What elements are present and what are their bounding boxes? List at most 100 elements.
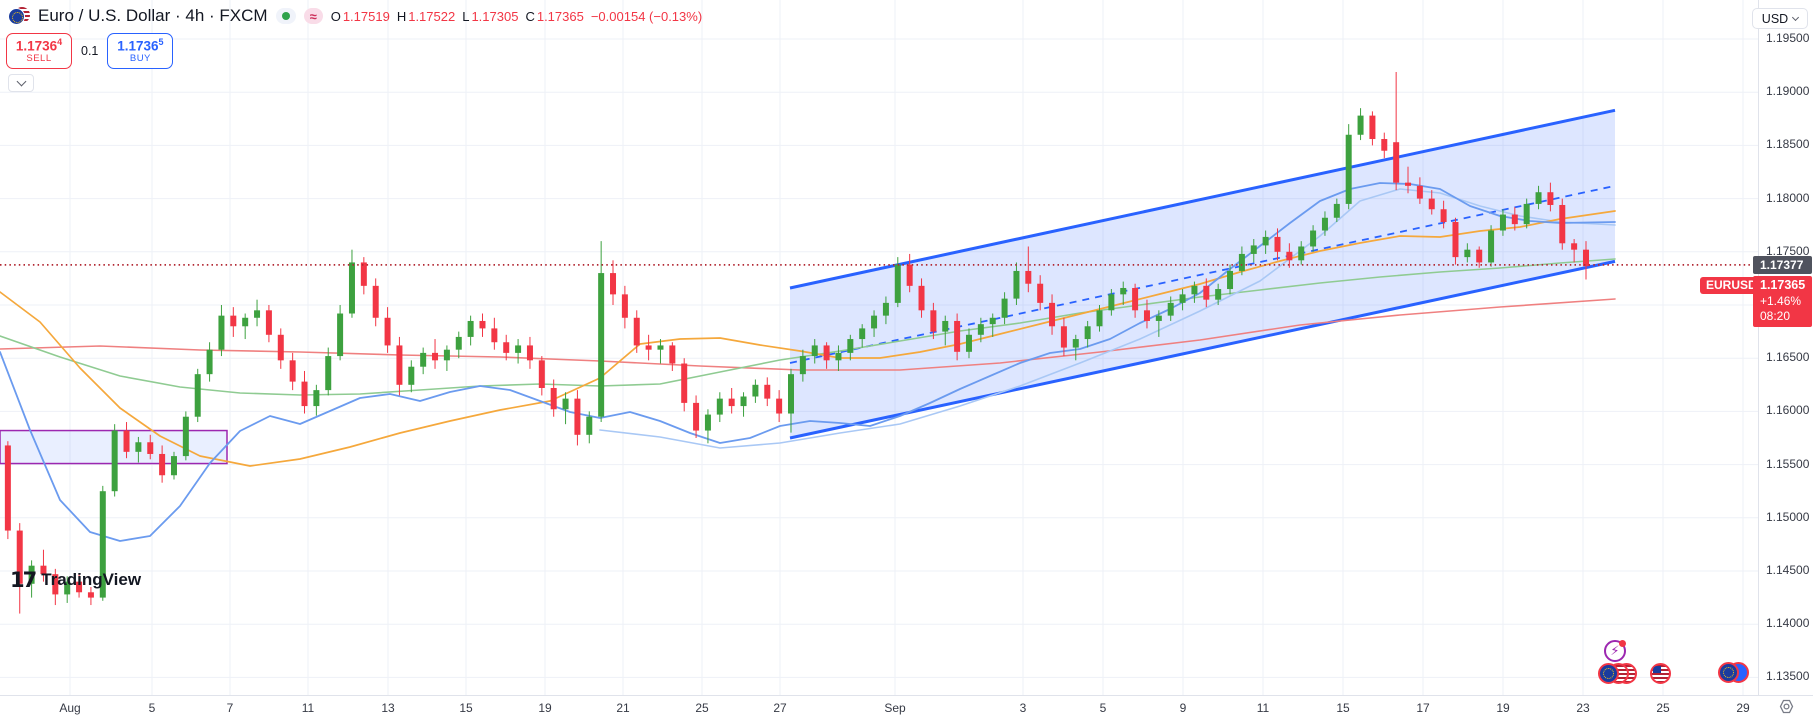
hline-price-label[interactable]: 1.17377 [1753,255,1812,274]
us-flag-icon[interactable] [1650,663,1671,684]
candle [526,345,533,361]
eu-flag-icon[interactable] [1598,663,1619,684]
candle [1583,249,1589,267]
candle [716,398,723,415]
time-tick-label: 29 [1736,701,1750,715]
candle [1120,287,1127,295]
candle [1345,134,1352,204]
candle [503,342,510,353]
sell-label: SELL [26,52,52,64]
last-change-pct: +1.46% [1760,293,1802,308]
candle [704,414,711,431]
price-axis[interactable]: 1.195001.190001.185001.180001.175001.170… [1758,0,1813,695]
time-tick-label: 3 [1019,701,1027,715]
candle [64,581,71,595]
ma-green [0,258,1616,396]
candle [1179,294,1186,303]
candle [325,356,332,391]
delayed-data-badge[interactable]: ≈ [303,8,323,24]
open-value: 1.17519 [342,8,390,24]
candle [1262,236,1269,246]
tradingview-logo-icon: 17 [10,568,37,592]
symbol-legend[interactable]: Euro / U.S. Dollar · 4h · FXCM ≈ O 1.175… [8,6,702,26]
candle [28,565,35,584]
sell-button[interactable]: 1.17364 SELL [6,33,72,69]
close-label: C [525,8,535,24]
price-tick-label: 1.14000 [1766,616,1810,631]
candle [906,264,913,286]
candle [550,387,557,410]
time-tick-label: 19 [538,701,552,715]
ma-periwinkle [599,188,1616,449]
time-tick-label: 5 [148,701,156,715]
time-tick-label: 13 [381,701,395,715]
low-value: 1.17305 [471,8,519,24]
candle [1298,246,1305,261]
buy-label: BUY [129,52,151,64]
candle [1428,198,1435,210]
candle [1037,283,1044,303]
candle [621,294,628,318]
candle [443,349,450,361]
news-lightning-icon[interactable]: ⚡ [1604,640,1626,662]
candle [681,363,688,403]
candle [99,491,106,598]
price-tick-label: 1.16500 [1766,350,1810,365]
candle [1499,214,1506,231]
candle [977,324,984,335]
currency-label: USD [1761,11,1789,26]
currency-selector[interactable]: USD [1752,8,1808,29]
quantity-value[interactable]: 0.1 [81,44,99,58]
time-tick-label: 25 [1656,701,1670,715]
candle [1108,294,1115,311]
time-tick-label: 9 [1179,701,1187,715]
buy-button[interactable]: 1.17365 BUY [107,33,174,69]
tradingview-logo[interactable]: 17 TradingView [10,568,141,592]
candle [396,345,403,385]
chevron-down-icon [16,76,26,87]
market-open-status[interactable] [275,8,296,24]
candle [515,345,522,353]
symbol-title[interactable]: Euro / U.S. Dollar · 4h · FXCM [38,6,268,25]
price-tick-label: 1.18000 [1766,190,1810,205]
candle [1203,285,1210,300]
candle [942,320,949,332]
price-tick-label: 1.15500 [1766,456,1810,471]
candle [206,349,213,375]
candle [1155,315,1162,321]
eu-flag-icon[interactable] [1718,662,1739,683]
chart-canvas[interactable] [0,0,1758,695]
candle [954,320,961,352]
symbol-price-tag[interactable]: EURUSD [1700,276,1763,294]
candle [4,445,11,531]
candle [965,334,972,352]
candle [1357,115,1364,135]
candle [1321,217,1328,231]
candle [1476,249,1483,263]
collapse-panel-button[interactable] [8,74,34,92]
candle [218,315,225,350]
candle [1072,339,1079,348]
candle [1227,270,1234,290]
open-label: O [330,8,341,24]
candle [562,398,569,410]
candle [1286,251,1293,261]
candle [586,416,593,435]
candle [301,381,308,407]
time-tick-label: 17 [1416,701,1430,715]
candle [610,273,617,295]
price-tick-label: 1.14500 [1766,563,1810,577]
ma-blue [0,182,1616,542]
candle [479,320,486,329]
time-axis[interactable]: Aug 5 7 11 13 15 19 21 25 27 Sep 3 5 9 11 15 17 19 23 25 29 [0,695,1813,721]
candle [1049,302,1056,327]
candle [16,530,23,584]
candle [432,352,439,361]
candle [930,310,937,332]
candle [847,339,854,353]
candle [123,430,130,452]
axis-settings-gear-icon[interactable] [1779,699,1794,719]
last-price-badge[interactable]: 1.17365 +1.46% 08:20 [1753,275,1812,327]
candle [467,320,474,337]
candle [657,345,664,350]
